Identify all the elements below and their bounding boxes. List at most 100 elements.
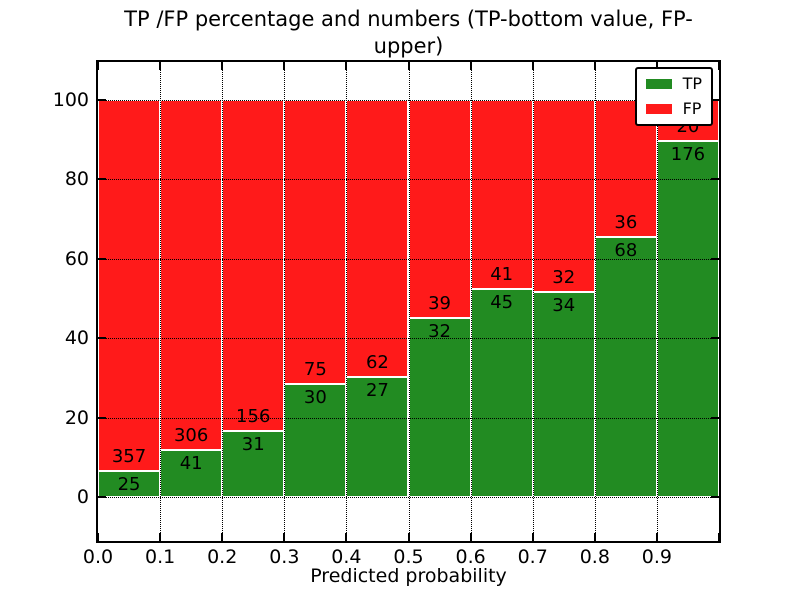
x-tick-mark <box>345 533 348 541</box>
fp-count-label: 36 <box>614 212 638 234</box>
x-tick-mark <box>593 533 596 541</box>
y-tick-label: 100 <box>52 89 89 111</box>
legend: TP FP <box>634 67 713 126</box>
tp-count-label: 41 <box>179 453 203 475</box>
x-tick-mark <box>221 533 224 541</box>
gridline-y <box>98 338 719 340</box>
tp-count-label: 31 <box>241 434 265 456</box>
legend-label-tp: TP <box>682 74 702 93</box>
x-tick-mark <box>97 533 99 541</box>
y-tick-mark <box>98 257 106 260</box>
y-tick-mark <box>98 178 106 181</box>
x-tick-label: 0.5 <box>393 546 424 568</box>
x-tick-mark <box>283 62 286 70</box>
x-tick-mark <box>407 533 410 541</box>
fp-count-label: 75 <box>303 358 327 380</box>
x-tick-mark <box>97 62 99 70</box>
legend-item-fp: FP <box>645 99 702 118</box>
x-tick-mark <box>593 62 596 70</box>
x-tick-mark <box>718 62 720 70</box>
fp-count-label: 62 <box>365 351 389 373</box>
bar-segment-tp-7 <box>532 292 595 497</box>
legend-swatch-tp-icon <box>645 79 672 89</box>
fp-count-label: 306 <box>173 425 209 447</box>
x-tick-label: 0.0 <box>82 546 114 568</box>
tp-count-label: 30 <box>303 386 327 408</box>
x-tick-mark <box>469 62 472 70</box>
y-tick-mark <box>98 416 106 419</box>
bar-segment-fp-1 <box>160 100 223 451</box>
bar-segment-fp-5 <box>408 100 471 319</box>
gridline-y <box>98 258 719 260</box>
x-tick-label: 0.8 <box>579 546 610 568</box>
gridline-x <box>470 62 472 541</box>
gridline-y <box>98 179 719 181</box>
x-tick-mark <box>655 533 658 541</box>
x-tick-label: 0.3 <box>269 546 300 568</box>
gridline-x <box>594 62 596 541</box>
bar-segment-tp-6 <box>470 289 533 497</box>
fp-count-label: 41 <box>490 264 514 286</box>
x-tick-mark <box>531 533 534 541</box>
x-tick-mark <box>159 62 162 70</box>
x-tick-label: 0.1 <box>144 546 176 568</box>
bar-segment-tp-0 <box>98 471 161 497</box>
x-tick-mark <box>407 62 410 70</box>
gridline-y <box>98 417 719 419</box>
x-tick-label: 0.9 <box>641 546 672 568</box>
fp-count-label: 39 <box>428 293 451 315</box>
bar-segment-tp-9 <box>656 140 719 497</box>
x-tick-label: 0.2 <box>207 546 238 568</box>
x-tick-label: 0.7 <box>517 546 548 568</box>
y-tick-mark <box>711 178 719 181</box>
gridline-x <box>160 62 162 541</box>
y-tick-mark <box>711 337 719 340</box>
gridline-x <box>346 62 348 541</box>
y-tick-mark <box>711 99 719 101</box>
y-tick-mark <box>711 257 719 260</box>
tp-count-label: 34 <box>552 295 576 317</box>
gridline-y <box>98 497 719 498</box>
legend-item-tp: TP <box>645 74 702 93</box>
y-tick-label: 0 <box>76 486 89 508</box>
plot-area: Predicted probability Percentage TP FP 3… <box>53 60 721 587</box>
x-tick-mark <box>531 62 534 70</box>
bar-segment-fp-7 <box>532 100 595 293</box>
bar-segment-fp-6 <box>470 100 533 290</box>
x-tick-mark <box>283 533 286 541</box>
tp-count-label: 68 <box>614 240 638 262</box>
gridline-x <box>656 62 658 541</box>
y-tick-label: 20 <box>64 406 89 429</box>
y-tick-label: 40 <box>64 327 89 350</box>
gridline-y <box>98 100 719 101</box>
y-tick-mark <box>711 496 719 498</box>
bar-segment-fp-3 <box>284 100 347 384</box>
fp-count-label: 32 <box>552 267 576 289</box>
tp-count-label: 45 <box>490 292 514 314</box>
tp-count-label: 27 <box>365 379 389 401</box>
legend-swatch-fp-icon <box>645 104 672 114</box>
x-tick-mark <box>655 62 658 70</box>
bar-segment-fp-2 <box>222 100 285 432</box>
bar-segment-tp-5 <box>408 318 471 497</box>
y-tick-mark <box>98 337 106 340</box>
bar-segment-tp-8 <box>594 237 657 497</box>
gridline-x <box>408 62 410 541</box>
x-tick-mark <box>221 62 224 70</box>
tp-count-label: 25 <box>117 474 141 496</box>
fp-count-label: 357 <box>111 446 147 468</box>
x-tick-label: 0.4 <box>331 546 362 568</box>
bar-segment-fp-4 <box>346 100 409 377</box>
legend-label-fp: FP <box>682 99 702 118</box>
gridline-x <box>532 62 534 541</box>
y-tick-label: 60 <box>64 247 89 270</box>
x-tick-mark <box>718 533 720 541</box>
gridline-x <box>222 62 224 541</box>
x-tick-mark <box>159 533 162 541</box>
y-tick-label: 80 <box>64 168 89 191</box>
tp-count-label: 176 <box>670 143 706 165</box>
gridline-x <box>284 62 286 541</box>
y-tick-mark <box>98 496 106 498</box>
x-tick-mark <box>345 62 348 70</box>
fp-count-label: 156 <box>236 406 271 428</box>
